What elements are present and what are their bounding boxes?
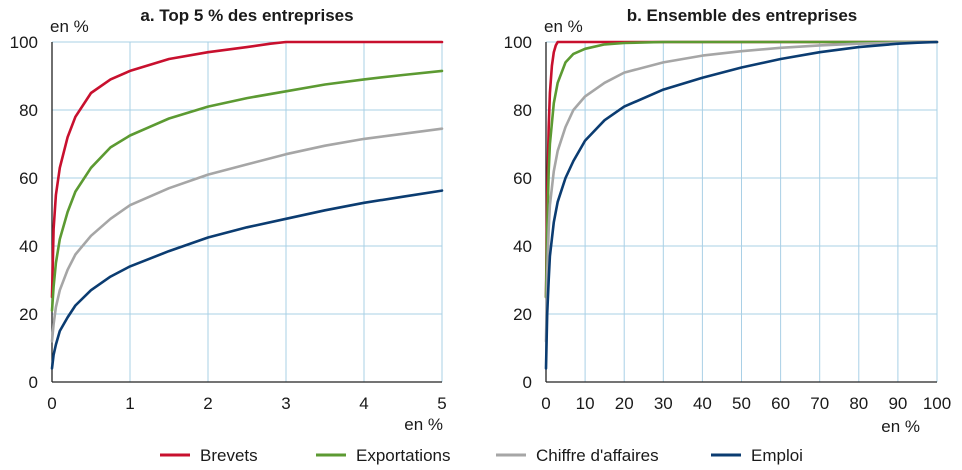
- panel-b-y-tick-label: 0: [523, 373, 532, 392]
- panel-b-x-tick-label: 60: [771, 394, 790, 413]
- panel-a-x-tick-label: 4: [359, 394, 368, 413]
- panel-b-x-tick-label: 100: [923, 394, 951, 413]
- panel-b-y-tick-label: 100: [504, 33, 532, 52]
- legend-label-emploi: Emploi: [751, 446, 803, 465]
- panel-a-y-tick-label: 40: [19, 237, 38, 256]
- panel-a-y-tick-label: 20: [19, 305, 38, 324]
- panel-a-x-tick-label: 1: [125, 394, 134, 413]
- panel-a-series-chiffre-d-affaires: [50, 127, 444, 343]
- panel-b-y-unit-label: en %: [544, 17, 583, 36]
- panel-b-x-unit-label: en %: [881, 417, 920, 436]
- panel-b-title: b. Ensemble des entreprises: [627, 6, 858, 25]
- panel-a-series-emploi: [50, 189, 444, 370]
- panel-a-y-tick-label: 0: [29, 373, 38, 392]
- panel-b-x-tick-label: 10: [576, 394, 595, 413]
- panel-a-x-tick-label: 5: [437, 394, 446, 413]
- panel-b-series-exportations: [544, 40, 939, 299]
- panel-a-x-tick-label: 0: [47, 394, 56, 413]
- panel-b-x-tick-label: 80: [849, 394, 868, 413]
- panel-b-x-tick-label: 40: [693, 394, 712, 413]
- panel-a-series-exportations: [50, 69, 444, 312]
- panel-a-title: a. Top 5 % des entreprises: [140, 6, 353, 25]
- panel-a-x-tick-label: 3: [281, 394, 290, 413]
- panel-a-y-tick-label: 80: [19, 101, 38, 120]
- legend-label-chiffre-d-affaires: Chiffre d'affaires: [536, 446, 659, 465]
- panel-b-x-tick-label: 30: [654, 394, 673, 413]
- panel-a-series-brevets: [50, 40, 444, 299]
- panel-b-x-tick-label: 0: [541, 394, 550, 413]
- panel-a-y-tick-label: 100: [10, 33, 38, 52]
- panel-b-series-emploi: [544, 40, 939, 370]
- panel-b-y-tick-label: 80: [513, 101, 532, 120]
- panel-b-x-tick-label: 70: [810, 394, 829, 413]
- panel-b-x-tick-label: 20: [615, 394, 634, 413]
- panel-b-y-tick-label: 40: [513, 237, 532, 256]
- panel-a-x-tick-label: 2: [203, 394, 212, 413]
- panel-b-x-tick-label: 90: [888, 394, 907, 413]
- panel-b-x-tick-label: 50: [732, 394, 751, 413]
- legend-label-exportations: Exportations: [356, 446, 451, 465]
- panel-b-y-tick-label: 60: [513, 169, 532, 188]
- panel-b-y-tick-label: 20: [513, 305, 532, 324]
- legend-label-brevets: Brevets: [200, 446, 258, 465]
- panel-a-x-unit-label: en %: [404, 415, 443, 434]
- panel-a-y-tick-label: 60: [19, 169, 38, 188]
- panel-b-series-chiffre-d-affaires: [544, 40, 939, 343]
- panel-a-y-unit-label: en %: [50, 17, 89, 36]
